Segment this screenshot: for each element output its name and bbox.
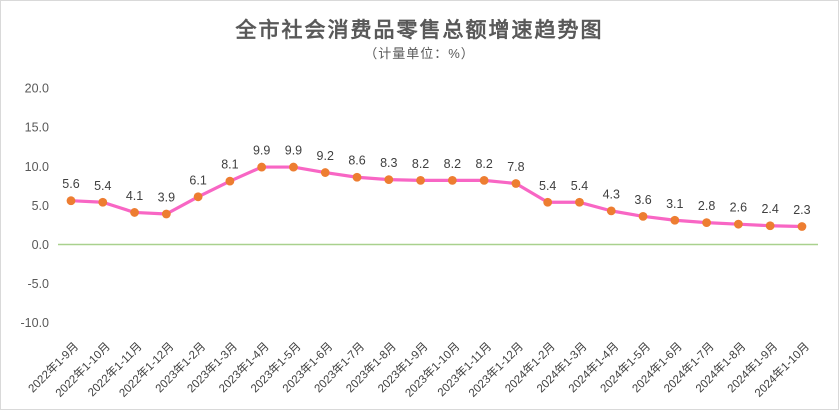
data-point-marker: [193, 192, 203, 202]
x-axis-label: 2023年1-11月: [434, 339, 494, 399]
data-label: 5.4: [539, 179, 556, 193]
data-label: 8.1: [221, 158, 238, 172]
data-point-marker: [543, 197, 553, 207]
data-label: 6.1: [189, 173, 206, 187]
data-label: 9.2: [317, 149, 334, 163]
x-axis-label: 2022年1-10月: [52, 339, 113, 400]
data-label: 3.6: [634, 193, 651, 207]
data-point-marker: [638, 211, 648, 221]
data-point-marker: [511, 179, 521, 188]
data-point-marker: [416, 175, 425, 185]
data-point-marker: [670, 215, 680, 225]
data-point-marker: [352, 172, 362, 182]
data-label: 8.2: [444, 157, 461, 171]
data-point-marker: [225, 176, 235, 186]
data-point-marker: [66, 196, 76, 206]
y-axis-tick-label: -5.0: [27, 277, 49, 291]
data-point-marker: [479, 175, 489, 185]
data-label: 4.1: [126, 189, 143, 203]
data-point-marker: [257, 162, 267, 172]
x-axis-label: 2022年1-11月: [85, 339, 145, 399]
x-axis-label: 2022年1-12月: [116, 339, 177, 400]
x-axis-label: 2023年1-12月: [466, 339, 527, 400]
data-label: 4.3: [603, 187, 620, 201]
data-label: 9.9: [253, 144, 270, 158]
y-axis-tick-label: 15.0: [25, 121, 49, 135]
x-axis-label: 2024年1-10月: [752, 339, 813, 400]
data-point-marker: [384, 175, 394, 184]
data-label: 3.1: [666, 197, 683, 211]
data-label: 5.6: [62, 177, 79, 191]
data-label: 8.3: [380, 156, 397, 170]
y-axis-tick-label: 5.0: [32, 199, 49, 213]
data-point-marker: [130, 208, 139, 217]
data-point-marker: [765, 221, 775, 231]
data-point-marker: [98, 197, 108, 207]
data-label: 3.9: [158, 191, 175, 205]
data-label: 8.6: [348, 154, 365, 168]
data-label: 2.4: [761, 202, 778, 216]
data-point-marker: [702, 218, 711, 228]
data-point-marker: [161, 209, 171, 219]
data-point-marker: [289, 162, 298, 172]
data-point-marker: [575, 197, 584, 207]
trend-line: [69, 165, 804, 229]
data-label: 7.8: [507, 160, 524, 174]
data-point-marker: [320, 168, 330, 177]
y-axis-tick-label: -10.0: [21, 316, 50, 330]
data-point-marker: [606, 206, 616, 216]
data-label: 8.2: [412, 157, 429, 171]
data-point-marker: [797, 222, 807, 231]
data-label: 5.4: [94, 179, 111, 193]
data-label: 2.6: [730, 201, 747, 215]
y-axis-tick-label: 10.0: [25, 160, 49, 174]
data-label: 5.4: [571, 179, 588, 193]
y-axis-tick-label: 0.0: [32, 238, 49, 252]
chart-title: 全市社会消费品零售总额增速趋势图: [235, 19, 604, 42]
x-axis-label: 2023年1-10月: [402, 339, 463, 400]
data-label: 2.3: [793, 203, 810, 217]
data-point-marker: [447, 175, 457, 185]
data-label: 8.2: [475, 157, 492, 171]
data-label: 9.9: [285, 144, 302, 158]
data-point-marker: [733, 219, 743, 229]
y-axis-tick-label: 20.0: [25, 82, 49, 96]
chart-subtitle: （计量单位：%）: [364, 46, 475, 61]
data-label: 2.8: [698, 199, 715, 213]
